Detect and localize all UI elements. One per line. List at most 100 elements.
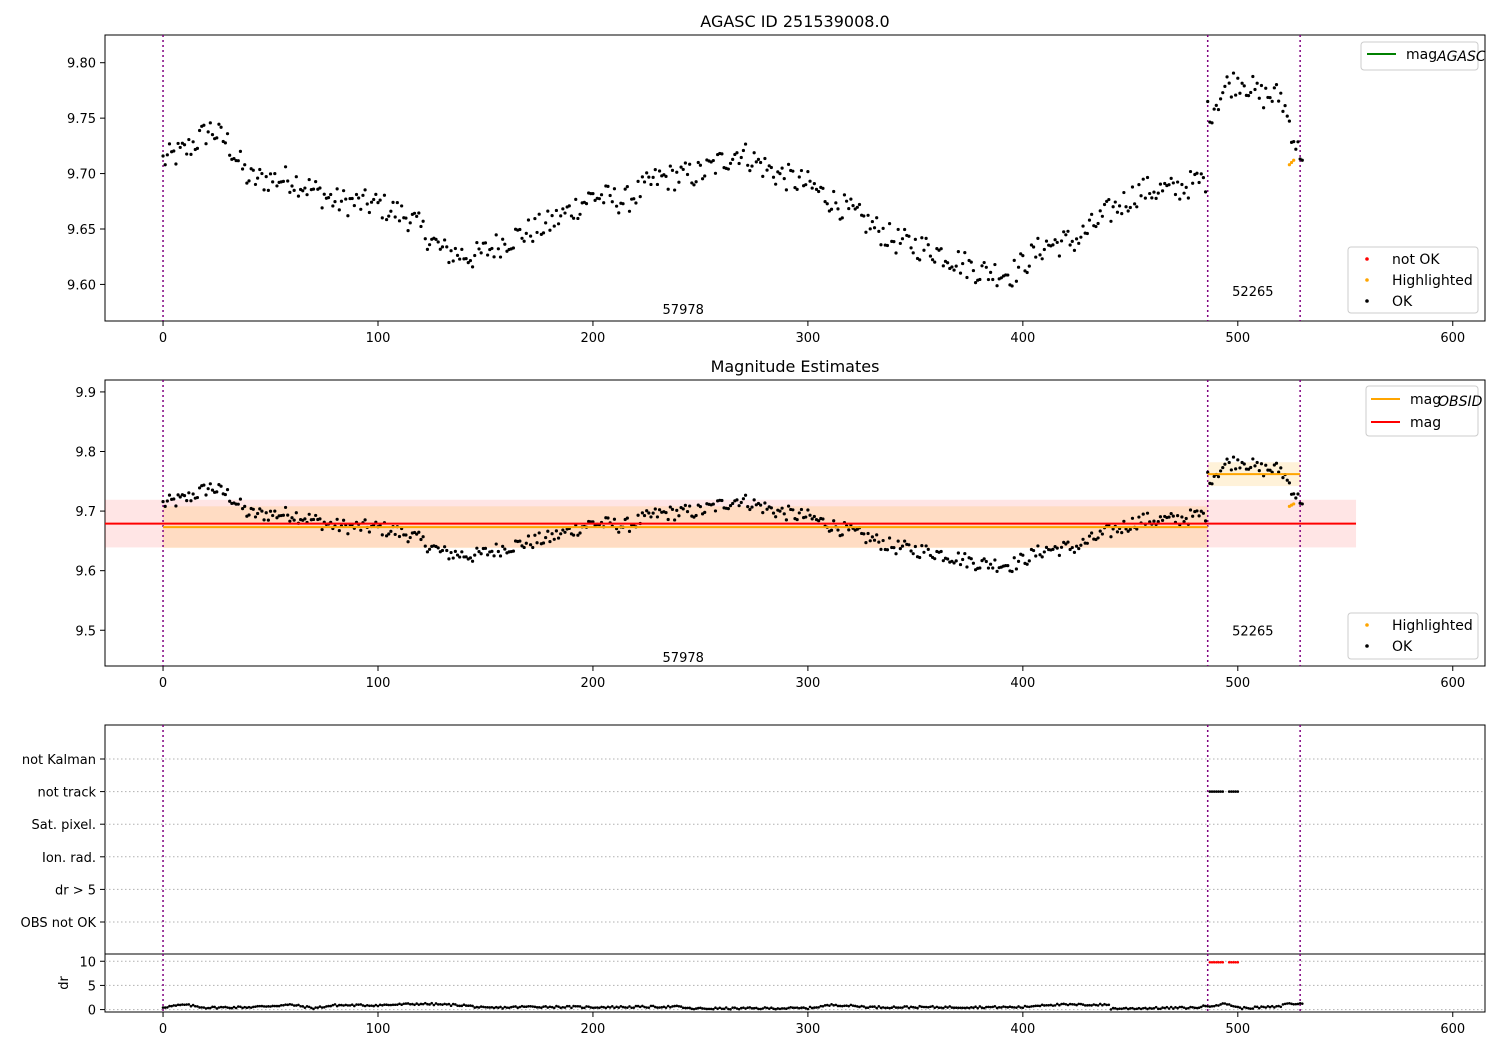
ok-point <box>251 168 255 172</box>
ok-point <box>421 535 425 539</box>
highlighted-point <box>1292 502 1296 506</box>
ok-point <box>670 507 675 511</box>
ok-point <box>578 212 582 216</box>
ok-point <box>1242 462 1246 466</box>
dr-point <box>802 1006 805 1009</box>
dr-point <box>946 1006 949 1009</box>
ok-point <box>900 237 905 241</box>
ok-point <box>877 540 881 544</box>
agasc-frame <box>104 34 1486 322</box>
dr-point <box>645 1006 648 1009</box>
ok-point <box>518 539 522 543</box>
dr-point <box>1043 1004 1046 1007</box>
ok-point <box>425 247 430 251</box>
ok-point <box>415 214 419 219</box>
ok-point <box>1128 205 1132 210</box>
ok-point <box>920 543 924 548</box>
ok-point <box>685 509 690 514</box>
ok-point <box>737 504 741 508</box>
dr-point <box>232 1005 236 1009</box>
ok-point <box>806 508 810 512</box>
ok-point <box>875 533 879 537</box>
dr-point <box>507 1006 511 1010</box>
dr-capped-point <box>1208 960 1212 964</box>
ok-point <box>389 529 393 533</box>
dr-point <box>632 1006 636 1009</box>
dr-point <box>570 1006 573 1010</box>
dr-point <box>1066 1003 1070 1007</box>
dr-point <box>451 1002 455 1006</box>
dr-point <box>559 1006 563 1010</box>
ok-point <box>950 265 954 269</box>
dr-point <box>1238 1006 1242 1009</box>
ok-point <box>391 200 395 204</box>
dr-point <box>877 1005 881 1008</box>
dr-point <box>617 1006 621 1009</box>
ok-point <box>995 569 999 573</box>
dr-point <box>314 1006 317 1009</box>
ok-point <box>563 211 567 215</box>
ok-point <box>475 546 479 550</box>
dr-point <box>228 1006 231 1010</box>
ok-point <box>503 547 507 551</box>
legend-label: OK <box>1392 294 1413 310</box>
legend-label: mag <box>1410 392 1441 408</box>
x-tick-label: 500 <box>1225 331 1250 346</box>
y-tick-label: 5 <box>88 979 96 994</box>
ok-point <box>625 185 629 189</box>
ok-point <box>655 515 660 519</box>
dr-point <box>479 1005 483 1008</box>
ok-point <box>875 216 879 220</box>
ok-point <box>797 511 801 515</box>
ok-point <box>473 553 477 557</box>
dr-point <box>997 1005 1001 1009</box>
ok-point <box>238 149 243 153</box>
ok-point <box>1010 569 1014 574</box>
dr-point <box>230 1006 234 1010</box>
dr-point <box>993 1004 997 1008</box>
dr-point <box>641 1004 644 1008</box>
dr-point <box>529 1005 532 1008</box>
ok-point <box>434 237 438 241</box>
ok-point <box>832 189 836 194</box>
dr-point <box>858 1005 861 1009</box>
ok-point <box>958 562 963 567</box>
ok-point <box>219 484 223 488</box>
dr-point <box>671 1005 674 1008</box>
dr-point <box>610 1004 614 1008</box>
ok-point <box>215 490 219 494</box>
ok-point <box>1085 541 1089 545</box>
ok-point <box>258 167 262 172</box>
ok-point <box>1274 461 1279 465</box>
ok-point <box>333 200 337 204</box>
ok-point <box>1163 181 1167 186</box>
legend-subscript-obsid: OBSID <box>1438 394 1483 410</box>
ok-point <box>608 193 612 198</box>
ok-point <box>228 499 232 503</box>
ok-point <box>544 221 548 225</box>
dr-point <box>1225 1003 1229 1006</box>
ok-point <box>354 192 359 197</box>
dr-point <box>337 1003 341 1007</box>
dr-point <box>815 1006 818 1009</box>
ok-point <box>1130 516 1135 520</box>
ok-point <box>855 205 859 209</box>
dr-point <box>383 1003 386 1006</box>
ok-point <box>307 177 311 182</box>
ok-point <box>799 507 804 512</box>
dr-point <box>1255 1005 1259 1009</box>
ok-point <box>1068 243 1072 247</box>
ok-point <box>307 512 311 516</box>
ok-point <box>404 216 408 220</box>
ok-point <box>470 265 475 269</box>
ok-point <box>475 240 479 245</box>
ok-point <box>771 511 776 515</box>
dr-point <box>305 1005 309 1008</box>
ok-point <box>989 270 993 274</box>
ok-point <box>479 552 483 556</box>
dr-point <box>978 1005 982 1008</box>
ok-point <box>1236 458 1240 462</box>
ok-point <box>1137 183 1141 187</box>
ok-point <box>1156 191 1160 195</box>
ok-point <box>868 227 872 231</box>
